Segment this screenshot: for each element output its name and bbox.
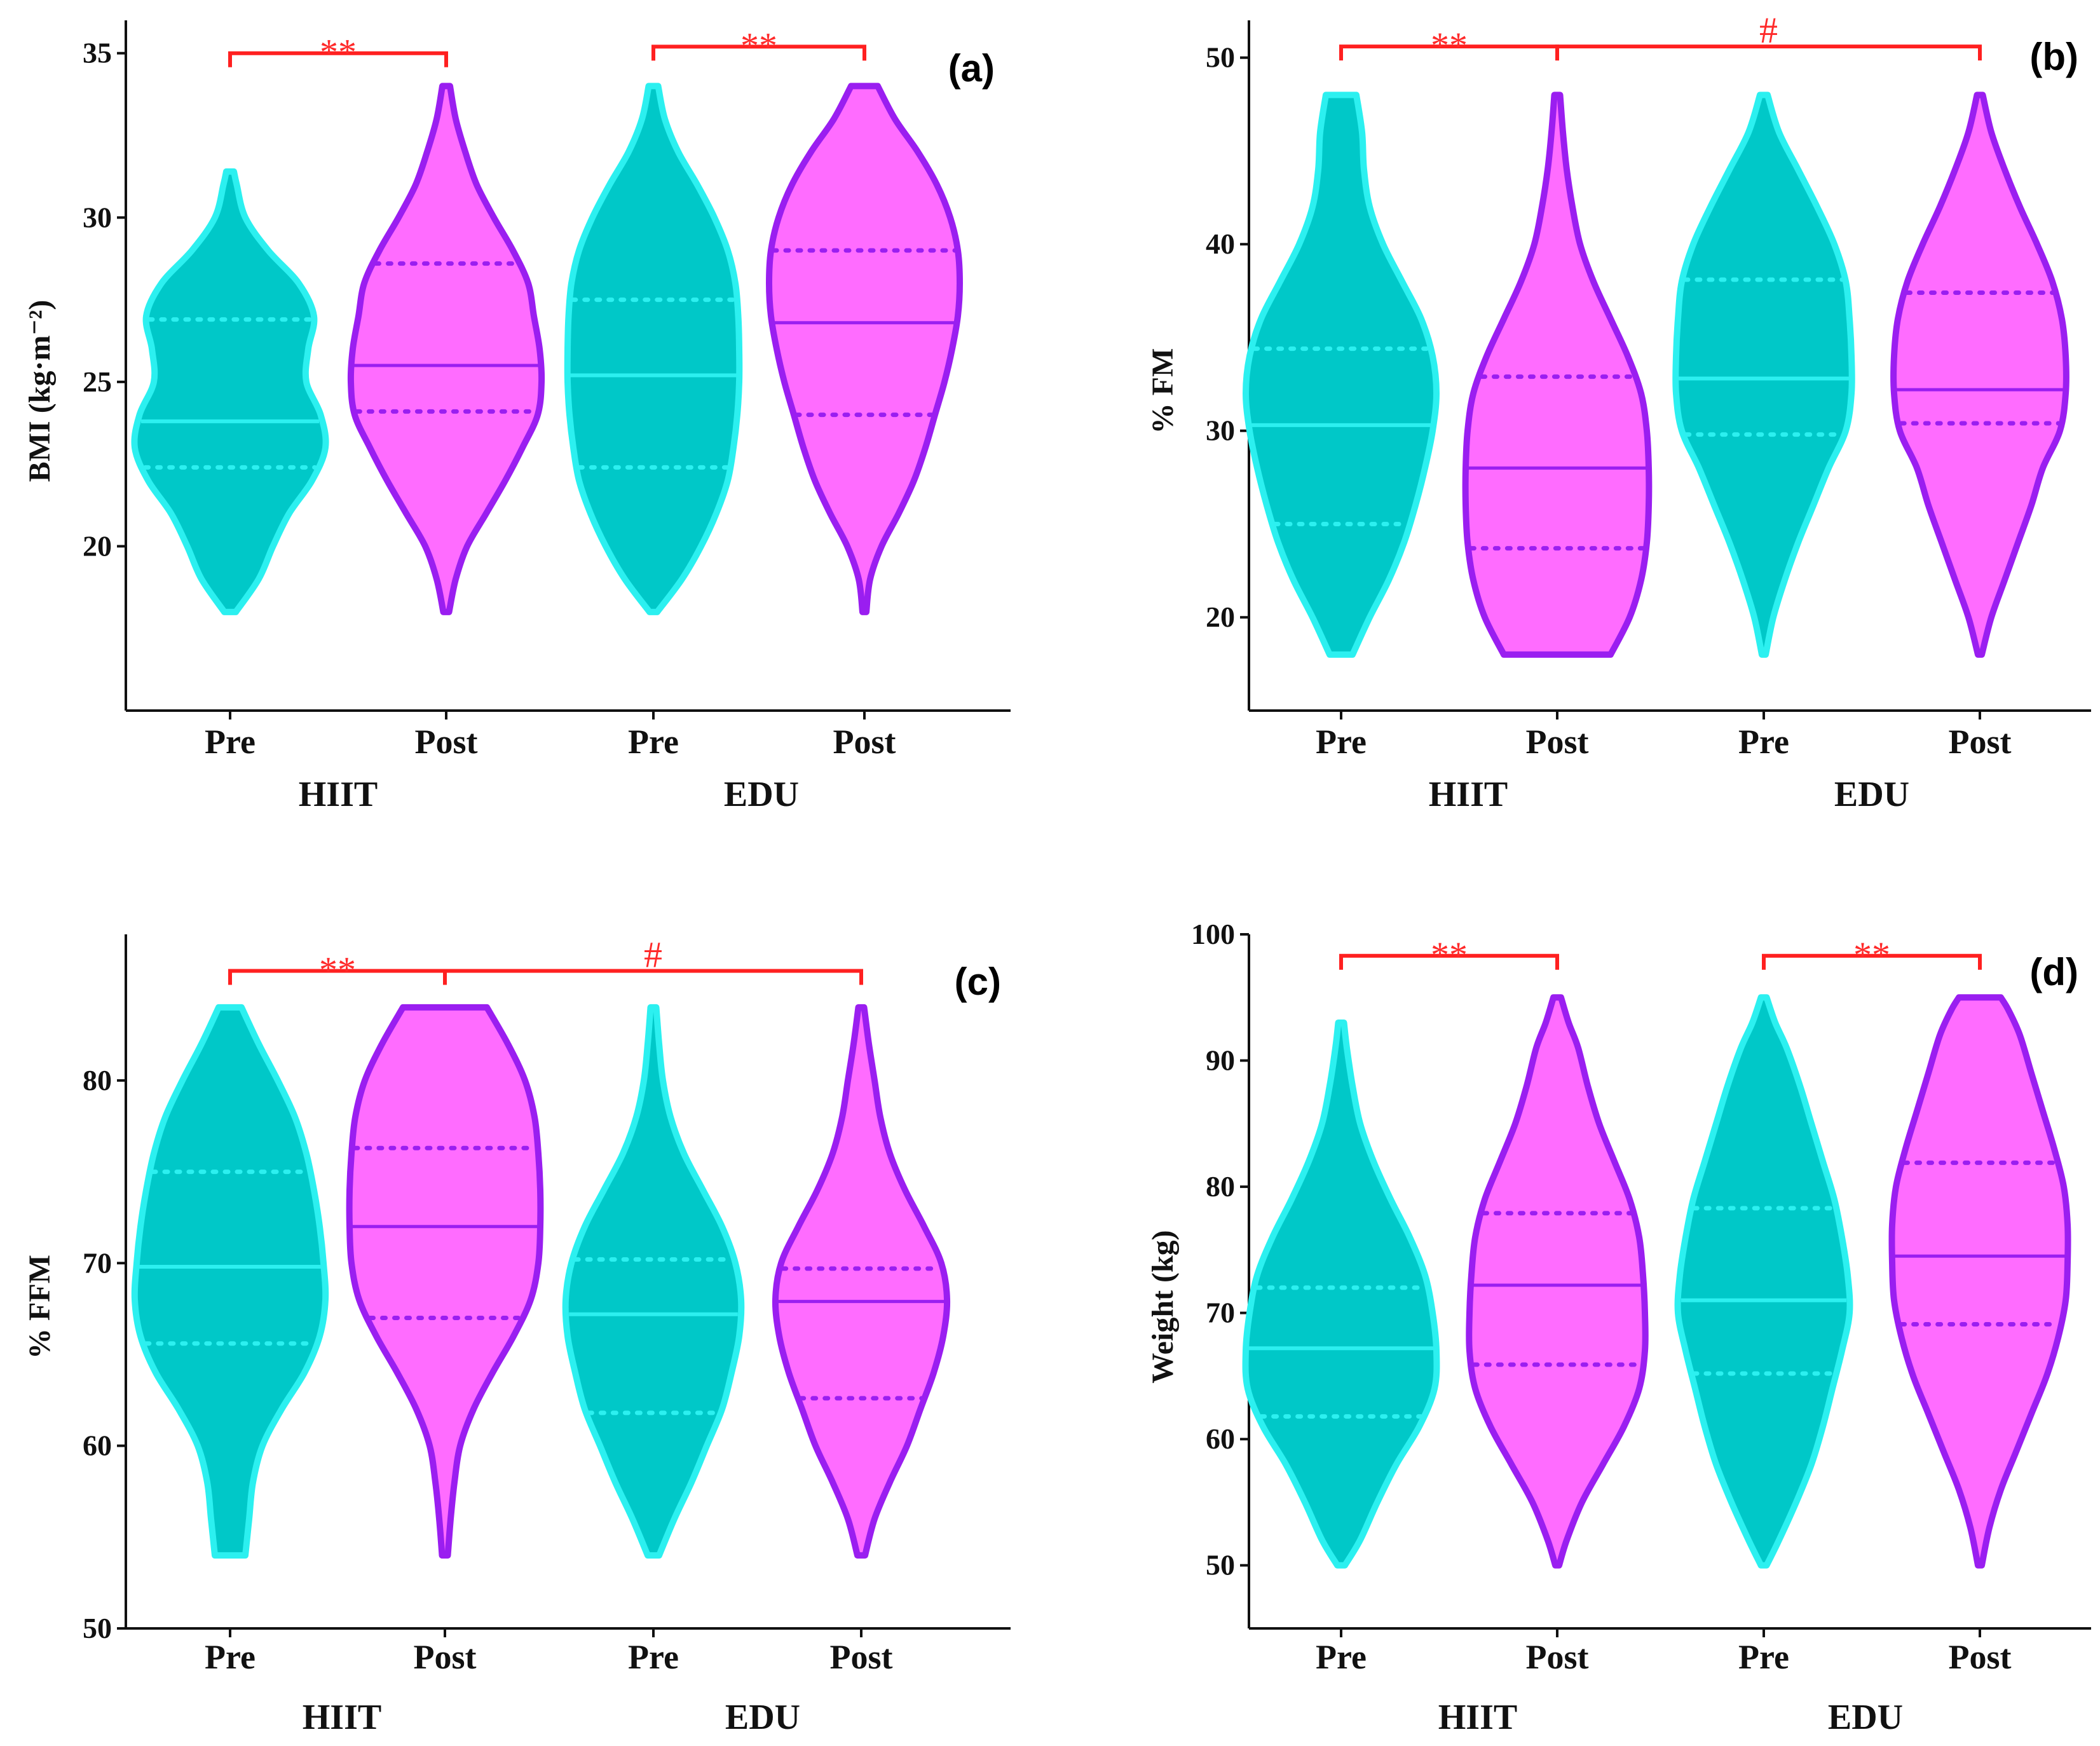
y-tick-label: 25	[83, 365, 112, 398]
y-tick-label: 30	[83, 201, 112, 233]
x-tick-label: Pre	[205, 1638, 256, 1676]
violin-hiit-post	[346, 1004, 544, 1559]
y-tick-label: 70	[83, 1246, 112, 1279]
significance-label: **	[1431, 25, 1468, 66]
significance-bracket	[443, 969, 863, 985]
significance-bracket	[1339, 953, 1559, 970]
y-tick-label: 20	[1206, 601, 1235, 633]
y-tick-label: 100	[1191, 918, 1235, 950]
x-tick-label: Pre	[1738, 1638, 1789, 1676]
y-axis-title: Weight (kg)	[1146, 1230, 1180, 1383]
y-tick-label: 40	[1206, 228, 1235, 260]
violin-edu-post	[1890, 92, 2069, 658]
x-tick-label: Post	[415, 723, 478, 761]
violin-edu-pre	[1674, 994, 1853, 1569]
x-tick-label: Pre	[205, 723, 256, 761]
y-tick-label: 30	[1206, 414, 1235, 447]
x-tick-label: Post	[414, 1638, 477, 1676]
violin-edu-pre	[1672, 92, 1855, 658]
x-tick-label: Post	[830, 1638, 893, 1676]
panel-b: 20 30 40 50 % FM Pre Post Pre Post HIIT EDU ** # (b)	[1146, 10, 2091, 814]
violin-edu-post	[1888, 994, 2071, 1569]
y-axis-title: % FFM	[23, 1255, 57, 1359]
panel-a: 20 25 30 35 BMI (kg·m⁻²) Pre Post Pre Post HIIT ED…	[23, 20, 1011, 814]
violin-hiit-pre	[131, 168, 329, 615]
y-tick-label: 50	[83, 1612, 112, 1644]
significance-label: **	[740, 25, 777, 66]
x-tick-label: Post	[1526, 1638, 1589, 1676]
group-label: EDU	[1834, 775, 1909, 814]
significance-label: #	[644, 934, 662, 975]
violin-hiit-post	[347, 83, 545, 615]
panel-label: (d)	[2029, 951, 2078, 993]
significance-label: **	[319, 949, 356, 990]
significance-bracket	[651, 44, 866, 61]
panel-label: (c)	[955, 960, 1001, 1003]
panel-c: 50 60 70 80 % FFM Pre Post Pre Post HIIT EDU ** # (c)	[23, 934, 1011, 1737]
x-tick-label: Pre	[628, 1638, 679, 1676]
y-axis-title: BMI (kg·m⁻²)	[23, 300, 57, 482]
significance-label: **	[320, 32, 357, 73]
x-tick-label: Post	[1526, 723, 1589, 761]
significance-bracket	[228, 51, 448, 67]
violin-edu-pre	[562, 1004, 745, 1559]
significance-label: **	[1853, 934, 1890, 976]
y-tick-label: 70	[1206, 1297, 1235, 1329]
violin-hiit-pre	[131, 1004, 329, 1559]
x-tick-label: Post	[833, 723, 896, 761]
x-tick-label: Pre	[1316, 723, 1367, 761]
y-tick-label: 20	[83, 529, 112, 562]
group-label: EDU	[1828, 1698, 1903, 1737]
violin-edu-post	[766, 83, 963, 615]
significance-label: **	[1431, 934, 1468, 976]
violin-edu-pre	[564, 83, 743, 615]
violin-edu-post	[772, 1004, 951, 1559]
panel-label: (a)	[948, 47, 995, 90]
y-tick-label: 90	[1206, 1044, 1235, 1077]
group-label: HIIT	[299, 775, 378, 814]
y-tick-label: 50	[1206, 1549, 1235, 1581]
y-tick-label: 35	[83, 37, 112, 69]
x-tick-label: Post	[1949, 723, 2012, 761]
violin-hiit-pre	[1243, 92, 1440, 658]
x-tick-label: Pre	[1738, 723, 1789, 761]
group-label: EDU	[725, 1698, 800, 1737]
y-tick-label: 60	[83, 1429, 112, 1462]
violin-hiit-pre	[1242, 1020, 1440, 1569]
panel-label: (b)	[2029, 36, 2078, 78]
significance-label: #	[1759, 10, 1778, 51]
x-tick-label: Post	[1949, 1638, 2012, 1676]
group-label: HIIT	[1438, 1698, 1518, 1737]
y-tick-label: 60	[1206, 1422, 1235, 1455]
group-label: HIIT	[303, 1698, 382, 1737]
y-axis-title: % FM	[1146, 348, 1180, 434]
significance-bracket	[1555, 44, 1982, 61]
y-tick-label: 80	[83, 1064, 112, 1096]
x-tick-label: Pre	[628, 723, 679, 761]
x-tick-label: Pre	[1316, 1638, 1367, 1676]
significance-bracket	[1762, 953, 1982, 970]
group-label: EDU	[724, 775, 799, 814]
y-tick-label: 80	[1206, 1170, 1235, 1203]
violin-hiit-post	[1466, 994, 1649, 1569]
y-tick-label: 50	[1206, 41, 1235, 74]
group-label: HIIT	[1429, 775, 1508, 814]
